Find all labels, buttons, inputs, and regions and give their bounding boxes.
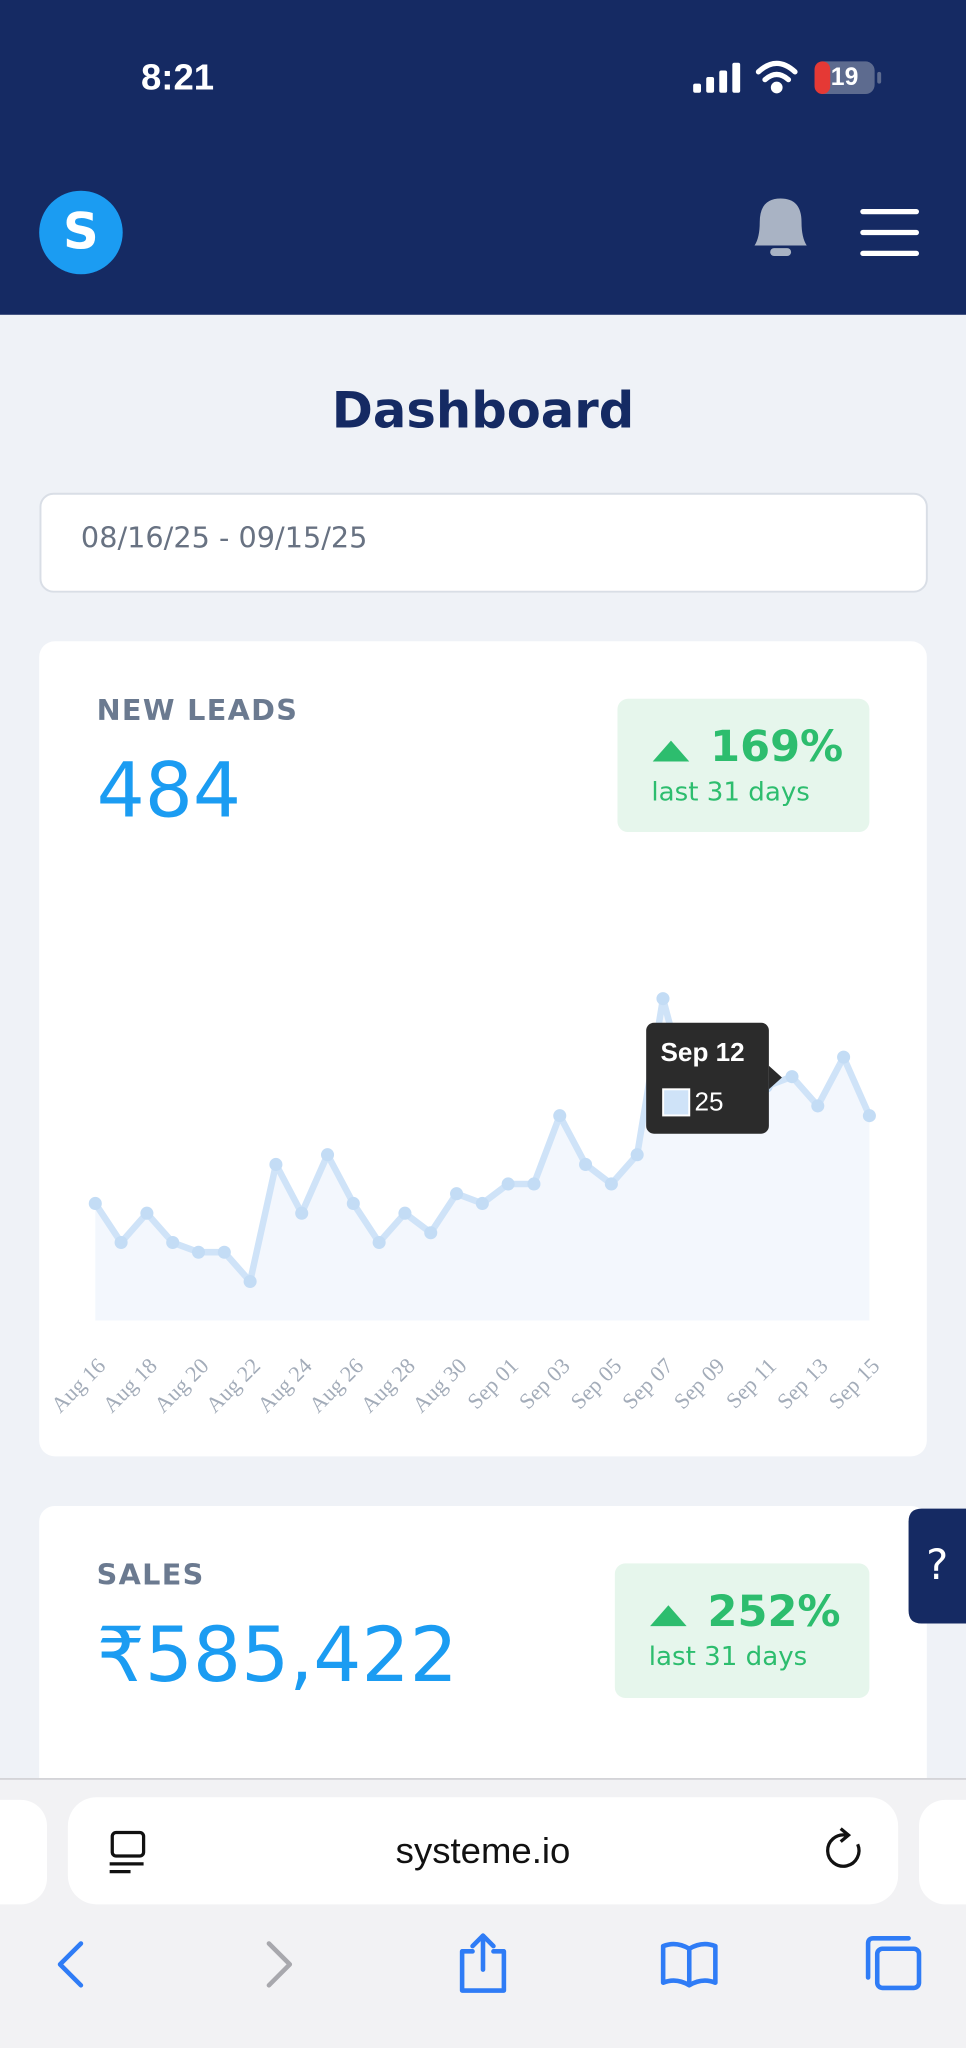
point [217, 1245, 231, 1259]
point [346, 1196, 360, 1210]
page-title: Dashboard [332, 382, 634, 440]
point [475, 1196, 489, 1210]
up-arrow [650, 1605, 687, 1627]
next-tab[interactable] [919, 1799, 966, 1905]
signal-icon [693, 62, 741, 93]
point [579, 1157, 593, 1171]
point [604, 1177, 618, 1191]
tabs-button[interactable] [865, 1935, 922, 1991]
point [527, 1177, 541, 1191]
change-badge [614, 1563, 870, 1698]
point [630, 1148, 644, 1162]
battery-level: 19 [831, 64, 859, 91]
url-text: systeme.io [396, 1830, 571, 1871]
card-label: NEW LEADS [97, 693, 299, 727]
tooltip-value: 25 [694, 1087, 723, 1117]
point [450, 1187, 464, 1201]
point [372, 1235, 386, 1250]
clock: 8:21 [141, 56, 214, 97]
menu-button[interactable] [860, 208, 920, 256]
point [424, 1226, 438, 1240]
point [862, 1109, 876, 1123]
address-bar[interactable] [67, 1797, 899, 1905]
logo[interactable] [39, 190, 123, 275]
point [88, 1196, 102, 1210]
help-icon: ? [926, 1540, 948, 1589]
change-value: 252% [708, 1587, 841, 1637]
reader-icon[interactable] [109, 1830, 146, 1874]
forward-button[interactable] [266, 1941, 293, 1988]
bookmarks-button[interactable] [660, 1941, 718, 1988]
battery-icon: 19 [814, 61, 882, 95]
point [811, 1099, 825, 1113]
date-range-input[interactable] [39, 492, 928, 593]
wifi-icon [755, 60, 798, 94]
card-total: ₹585,422 [97, 1611, 458, 1699]
point [656, 992, 670, 1006]
point [140, 1206, 154, 1220]
tooltip-label: Sep 12 [661, 1037, 745, 1067]
point [191, 1245, 206, 1259]
card-label: SALES [97, 1557, 205, 1591]
card-total: 484 [97, 746, 241, 834]
app-header [0, 0, 966, 315]
point [785, 1070, 799, 1084]
chart-tooltip: Sep 12 25 [646, 1022, 782, 1134]
change-period: last 31 days [649, 1642, 808, 1672]
date-range-text: 08/16/25 - 09/15/25 [81, 520, 368, 554]
share-button[interactable] [459, 1933, 507, 1993]
logo-letter: S [63, 203, 99, 261]
point [269, 1157, 283, 1171]
point [553, 1109, 567, 1123]
point [398, 1206, 412, 1220]
point [837, 1050, 851, 1064]
back-button[interactable] [57, 1941, 84, 1988]
reload-icon[interactable] [826, 1827, 861, 1868]
point [114, 1235, 128, 1250]
change-period: last 31 days [651, 777, 810, 807]
help-button[interactable] [908, 1508, 966, 1624]
notification-bell[interactable] [754, 198, 807, 256]
up-arrow [652, 740, 690, 762]
point [243, 1274, 257, 1289]
point [166, 1235, 180, 1250]
point [295, 1206, 309, 1220]
change-badge [617, 698, 870, 832]
point [320, 1148, 335, 1162]
change-value: 169% [710, 722, 843, 772]
prev-tab[interactable] [0, 1799, 47, 1905]
point [501, 1177, 515, 1191]
